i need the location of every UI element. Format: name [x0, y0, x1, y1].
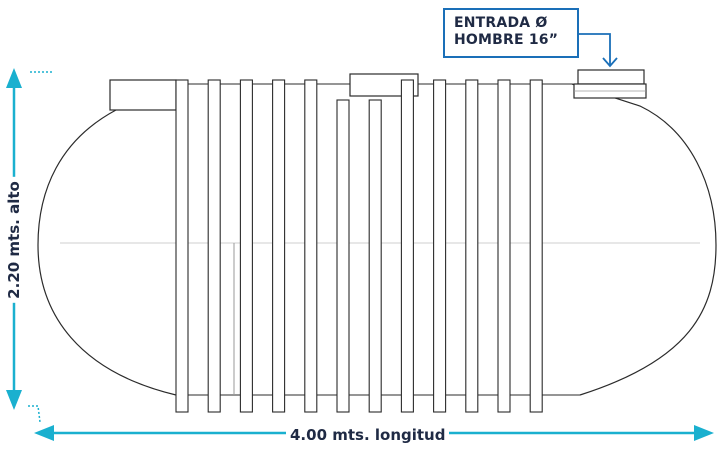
callout-line-1: ENTRADA Ø	[454, 15, 577, 32]
tank-rib	[530, 80, 542, 412]
tank-rib	[305, 80, 317, 412]
tank-rib	[240, 80, 252, 412]
manhole-entrance	[574, 70, 646, 98]
tank-rib	[176, 80, 188, 412]
corrugation-ribs	[176, 80, 542, 412]
tank-right-end	[572, 84, 716, 395]
left-shoulder-block	[110, 80, 176, 110]
callout-line-2: HOMBRE 16”	[454, 32, 577, 49]
tank-left-end	[38, 84, 178, 395]
tank-rib	[208, 80, 220, 412]
manhole-callout-box: ENTRADA Ø HOMBRE 16”	[443, 8, 579, 58]
tank-rib	[434, 80, 446, 412]
tank-rib	[369, 100, 381, 412]
tank-rib	[337, 100, 349, 412]
height-label: 2.20 mts. alto	[5, 177, 23, 303]
length-label: 4.00 mts. longitud	[286, 426, 449, 444]
callout-arrow	[579, 34, 617, 66]
tank-rib	[273, 80, 285, 412]
tank-rib	[401, 80, 413, 412]
tank-rib	[466, 80, 478, 412]
tank-rib	[498, 80, 510, 412]
